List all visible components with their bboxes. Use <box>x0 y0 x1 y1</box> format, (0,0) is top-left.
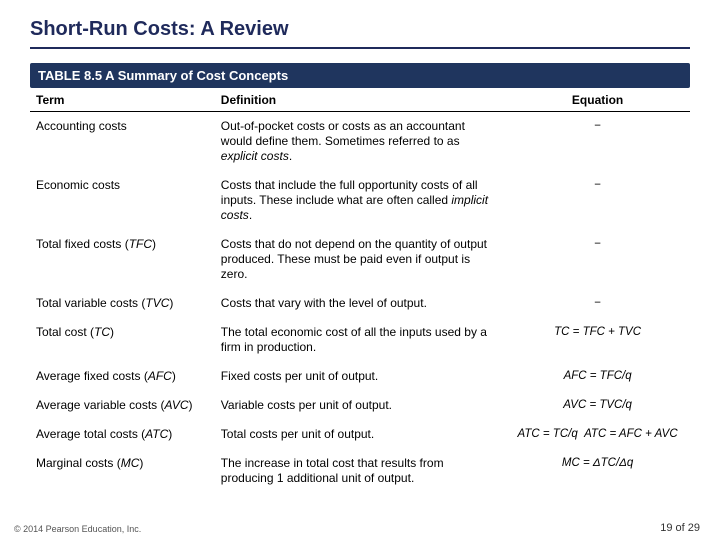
cell-definition: Costs that do not depend on the quantity… <box>215 230 505 289</box>
cell-definition: Costs that vary with the level of output… <box>215 289 505 318</box>
cell-equation: − <box>505 230 690 289</box>
cell-equation: AFC = TFC/q <box>505 362 690 391</box>
cell-equation: − <box>505 171 690 230</box>
cell-term: Marginal costs (MC) <box>30 449 215 493</box>
cell-equation: − <box>505 289 690 318</box>
copyright-footer: © 2014 Pearson Education, Inc. <box>14 524 141 534</box>
cell-definition: The increase in total cost that results … <box>215 449 505 493</box>
col-header-term: Term <box>30 88 215 112</box>
table-row: Average variable costs (AVC)Variable cos… <box>30 391 690 420</box>
cell-definition: Out-of-pocket costs or costs as an accou… <box>215 112 505 172</box>
cell-term: Average total costs (ATC) <box>30 420 215 449</box>
table-header-row: Term Definition Equation <box>30 88 690 112</box>
page-title: Short-Run Costs: A Review <box>30 18 690 49</box>
cell-equation: AVC = TVC/q <box>505 391 690 420</box>
table-row: Average total costs (ATC)Total costs per… <box>30 420 690 449</box>
col-header-definition: Definition <box>215 88 505 112</box>
table-row: Average fixed costs (AFC)Fixed costs per… <box>30 362 690 391</box>
cell-definition: Costs that include the full opportunity … <box>215 171 505 230</box>
cell-term: Economic costs <box>30 171 215 230</box>
cell-equation: ATC = TC/q ATC = AFC + AVC <box>505 420 690 449</box>
slide: Short-Run Costs: A Review TABLE 8.5 A Su… <box>0 0 720 540</box>
cell-equation: − <box>505 112 690 172</box>
cell-term: Total fixed costs (TFC) <box>30 230 215 289</box>
table-caption: TABLE 8.5 A Summary of Cost Concepts <box>30 63 690 88</box>
cell-term: Total variable costs (TVC) <box>30 289 215 318</box>
cell-definition: Fixed costs per unit of output. <box>215 362 505 391</box>
table-row: Accounting costsOut-of-pocket costs or c… <box>30 112 690 172</box>
cell-term: Accounting costs <box>30 112 215 172</box>
cell-term: Average fixed costs (AFC) <box>30 362 215 391</box>
table-row: Total fixed costs (TFC)Costs that do not… <box>30 230 690 289</box>
table-row: Marginal costs (MC)The increase in total… <box>30 449 690 493</box>
cell-term: Total cost (TC) <box>30 318 215 362</box>
cell-equation: MC = ΔTC/Δq <box>505 449 690 493</box>
table: Term Definition Equation Accounting cost… <box>30 88 690 493</box>
col-header-equation: Equation <box>505 88 690 112</box>
cell-equation: TC = TFC + TVC <box>505 318 690 362</box>
cell-definition: Variable costs per unit of output. <box>215 391 505 420</box>
cell-definition: Total costs per unit of output. <box>215 420 505 449</box>
table-row: Total cost (TC)The total economic cost o… <box>30 318 690 362</box>
cell-definition: The total economic cost of all the input… <box>215 318 505 362</box>
page-number: 19 of 29 <box>660 522 700 534</box>
cost-concepts-table: TABLE 8.5 A Summary of Cost Concepts Ter… <box>30 63 690 493</box>
table-row: Economic costsCosts that include the ful… <box>30 171 690 230</box>
cell-term: Average variable costs (AVC) <box>30 391 215 420</box>
table-row: Total variable costs (TVC)Costs that var… <box>30 289 690 318</box>
